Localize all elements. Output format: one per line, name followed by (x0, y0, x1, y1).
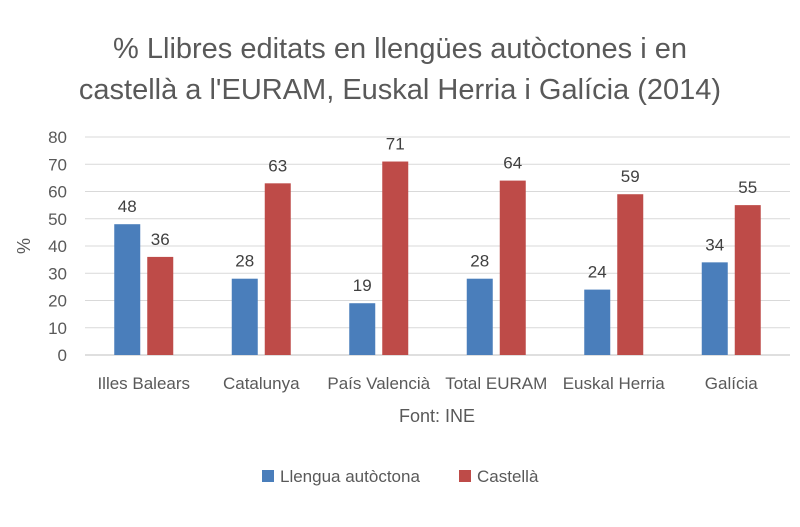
legend: Llengua autòctona Castellà (262, 467, 539, 486)
bar (231, 278, 258, 355)
x-tick-label: País Valencià (327, 374, 430, 393)
y-tick-label: 50 (48, 210, 67, 229)
data-label: 55 (738, 178, 757, 197)
data-label: 28 (470, 252, 489, 271)
chart-title-line-2: castellà a l'EURAM, Euskal Herria i Galí… (79, 74, 721, 106)
data-label: 64 (503, 154, 522, 173)
data-label: 63 (268, 156, 287, 175)
x-tick-label: Illes Balears (97, 374, 190, 393)
gridlines (85, 136, 790, 356)
bar (264, 183, 291, 355)
x-tick-label: Euskal Herria (563, 374, 666, 393)
bar (147, 256, 174, 355)
y-tick-label: 60 (48, 183, 67, 202)
bar (499, 180, 526, 355)
y-tick-label: 80 (48, 128, 67, 147)
data-label: 34 (705, 235, 724, 254)
x-tick-label: Galícia (705, 374, 758, 393)
y-tick-label: 30 (48, 264, 67, 283)
bar (734, 205, 761, 355)
bar (349, 303, 376, 355)
legend-label: Llengua autòctona (280, 467, 420, 486)
data-label: 19 (353, 276, 372, 295)
data-label: 59 (621, 167, 640, 186)
bar (617, 194, 644, 355)
x-tick-label: Catalunya (223, 374, 300, 393)
legend-swatch (262, 470, 274, 482)
data-label: 71 (386, 135, 405, 154)
y-tick-label: 70 (48, 155, 67, 174)
bar (701, 262, 728, 355)
data-label: 36 (151, 230, 170, 249)
bar (114, 224, 141, 355)
data-label: 28 (235, 252, 254, 271)
data-labels: 48 36 28 63 19 71 28 64 24 59 34 55 (118, 135, 757, 296)
x-axis-ticks: Illes Balears Catalunya País Valencià Total… (97, 374, 758, 393)
bar (466, 278, 493, 355)
y-tick-label: 0 (58, 346, 67, 365)
y-axis-label: % (14, 238, 34, 254)
x-tick-label: Total EURAM (445, 374, 547, 393)
x-axis-label: Font: INE (399, 406, 475, 426)
data-label: 48 (118, 197, 137, 216)
bar (584, 289, 611, 355)
chart-title-line-1: % Llibres editats en llengües autòctones… (113, 33, 687, 65)
y-axis-ticks: 0 10 20 30 40 50 60 70 80 (48, 128, 67, 365)
bars (114, 161, 761, 355)
legend-label: Castellà (477, 467, 539, 486)
legend-swatch (459, 470, 471, 482)
bar (382, 161, 409, 355)
y-tick-label: 40 (48, 237, 67, 256)
data-label: 24 (588, 263, 607, 282)
y-tick-label: 10 (48, 319, 67, 338)
y-tick-label: 20 (48, 292, 67, 311)
